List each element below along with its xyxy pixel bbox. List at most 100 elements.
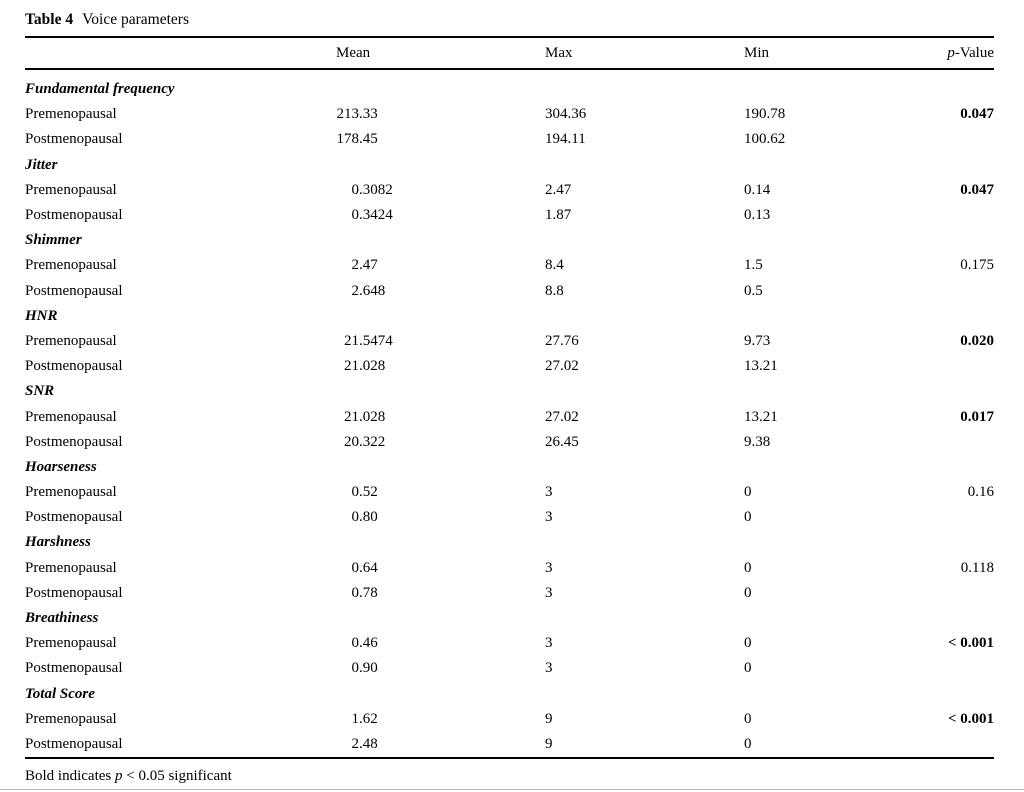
p-value: 0.118	[960, 559, 994, 576]
row-label: Postmenopausal	[25, 509, 123, 526]
table-title: Table 4 Voice parameters	[25, 11, 189, 29]
mean-integer-part: 20	[344, 433, 359, 450]
mean-value: 20.322	[336, 434, 545, 451]
max-value: 1.87	[545, 207, 572, 224]
mean-fraction-part: .648	[359, 282, 386, 299]
mean-integer-part: 178	[336, 131, 360, 148]
row-label: Premenopausal	[25, 710, 117, 727]
table-row: Postmenopausal 0.90 3 0	[25, 656, 994, 681]
mean-value: 0.90	[336, 660, 545, 677]
p-value: 0.047	[960, 106, 994, 123]
mean-integer-part: 2	[351, 282, 360, 299]
p-value: 0.16	[967, 484, 994, 501]
min-value: 13.21	[744, 358, 778, 375]
col-header-mean: Mean	[336, 45, 371, 61]
table-row: Premenopausal 0.52 3 0 0.16	[25, 480, 994, 505]
table-row: Postmenopausal 178.45 194.11 100.62	[25, 127, 994, 152]
col-header-min: Min	[744, 45, 770, 61]
mean-value: 178.45	[336, 131, 545, 148]
parameter-group-row: Shimmer	[25, 228, 994, 253]
max-value: 9	[545, 735, 553, 752]
max-value: 27.02	[545, 408, 579, 425]
p-value: < 0.001	[947, 710, 994, 727]
mean-value: 2.48	[336, 736, 545, 753]
p-value: 0.020	[960, 332, 994, 349]
parameter-name: Hoarseness	[25, 458, 97, 475]
max-value: 2.47	[545, 181, 572, 198]
parameter-name: Shimmer	[25, 232, 82, 249]
table-row: Postmenopausal 21.028 27.02 13.21	[25, 354, 994, 379]
mean-integer-part: 213	[336, 106, 360, 123]
mean-fraction-part: .47	[359, 257, 378, 274]
parameter-name: Fundamental frequency	[25, 81, 175, 98]
mean-fraction-part: .33	[359, 106, 378, 123]
row-label: Premenopausal	[25, 181, 117, 198]
row-label: Postmenopausal	[25, 735, 123, 752]
p-value: < 0.001	[947, 635, 994, 652]
mean-integer-part: 2	[351, 257, 360, 274]
mean-value: 0.3082	[336, 182, 545, 199]
table-number: Table 4	[25, 11, 74, 28]
min-value: 1.5	[744, 257, 763, 274]
table-row: Premenopausal 0.3082 2.47 0.14 0.047	[25, 178, 994, 203]
max-value: 3	[545, 559, 553, 576]
mean-fraction-part: .45	[359, 131, 378, 148]
min-value: 0.14	[744, 181, 771, 198]
row-label: Premenopausal	[25, 559, 117, 576]
mean-integer-part: 0	[351, 484, 360, 501]
row-label: Postmenopausal	[25, 584, 123, 601]
top-rule	[25, 36, 994, 38]
p-value: 0.017	[960, 408, 994, 425]
table-row: Postmenopausal 0.80 3 0	[25, 505, 994, 530]
mean-value: 0.46	[336, 635, 545, 652]
parameter-name: Jitter	[25, 156, 58, 173]
mean-integer-part: 21	[344, 408, 359, 425]
table-body: Fundamental frequency Premenopausal 213.33…	[25, 77, 994, 757]
mean-value: 2.648	[336, 283, 545, 300]
mean-value: 0.3424	[336, 207, 545, 224]
parameter-name: Breathiness	[25, 610, 99, 627]
table-row: Premenopausal 21.028 27.02 13.21 0.017	[25, 404, 994, 429]
max-value: 3	[545, 660, 553, 677]
max-value: 8.8	[545, 282, 564, 299]
mean-fraction-part: .3082	[359, 181, 393, 198]
mean-fraction-part: .80	[359, 509, 378, 526]
mean-value: 21.028	[336, 409, 545, 426]
parameter-name: Harshness	[25, 534, 91, 551]
parameter-name: Total Score	[25, 685, 95, 702]
parameter-name: HNR	[25, 307, 58, 324]
mean-fraction-part: .028	[359, 358, 386, 375]
table-row: Premenopausal 1.62 9 0 < 0.001	[25, 707, 994, 732]
max-value: 27.76	[545, 332, 579, 349]
mean-value: 0.64	[336, 560, 545, 577]
row-label: Premenopausal	[25, 257, 117, 274]
parameter-group-row: Total Score	[25, 682, 994, 707]
row-label: Premenopausal	[25, 332, 117, 349]
mean-integer-part: 0	[351, 635, 360, 652]
mean-value: 0.78	[336, 585, 545, 602]
mean-fraction-part: .028	[359, 408, 386, 425]
p-italic-letter: p	[947, 45, 955, 61]
p-value: 0.047	[960, 181, 994, 198]
mean-fraction-part: .322	[359, 433, 386, 450]
min-value: 9.73	[744, 332, 771, 349]
mean-value: 0.80	[336, 509, 545, 526]
mean-value: 21.028	[336, 358, 545, 375]
max-value: 3	[545, 484, 553, 501]
mean-fraction-part: .64	[359, 559, 378, 576]
row-label: Postmenopausal	[25, 358, 123, 375]
table-row: Premenopausal 2.47 8.4 1.5 0.175	[25, 253, 994, 278]
row-label: Postmenopausal	[25, 282, 123, 299]
parameter-group-row: Jitter	[25, 153, 994, 178]
min-value: 0	[744, 484, 752, 501]
max-value: 3	[545, 635, 553, 652]
table-row: Postmenopausal 0.78 3 0	[25, 581, 994, 606]
table-row: Premenopausal 21.5474 27.76 9.73 0.020	[25, 329, 994, 354]
p-value: 0.175	[960, 257, 994, 274]
table-row: Postmenopausal 20.322 26.45 9.38	[25, 430, 994, 455]
parameter-name: SNR	[25, 383, 55, 400]
row-label: Postmenopausal	[25, 131, 123, 148]
mean-value: 1.62	[336, 711, 545, 728]
max-value: 3	[545, 509, 553, 526]
